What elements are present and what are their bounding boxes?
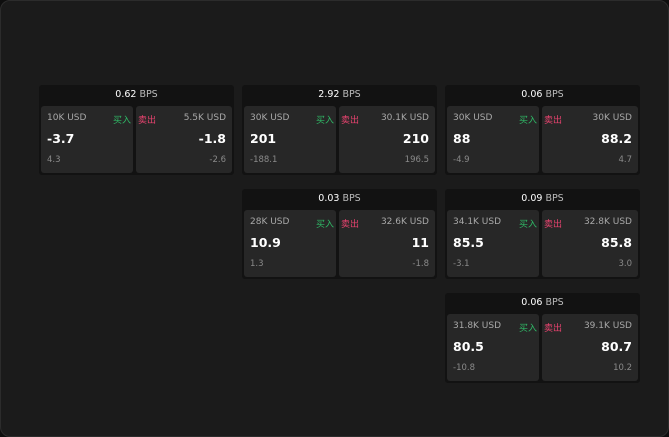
sell-change: -2.6 — [209, 155, 226, 165]
buy-change: 1.3 — [250, 259, 264, 269]
buy-size: 10K USD — [47, 113, 87, 123]
sell-label: 卖出 — [544, 116, 563, 126]
rate-card: 0.06 BPS 31.8K USD 买入 80.5 -10.8 卖出 39.1K… — [445, 293, 640, 383]
spread-value: 0.09 — [521, 193, 543, 204]
spread-header: 0.03 BPS — [242, 189, 437, 209]
buy-change: 4.3 — [47, 155, 61, 165]
spread-value: 0.06 — [521, 89, 543, 100]
buy-button[interactable]: 10K USD 买入 -3.7 4.3 — [41, 106, 133, 173]
sell-price: 88.2 — [601, 131, 632, 146]
buy-price: 85.5 — [453, 235, 484, 250]
spread-unit: BPS — [342, 89, 361, 100]
buy-label: 买入 — [315, 220, 334, 230]
sell-button[interactable]: 卖出 39.1K USD 80.7 10.2 — [542, 314, 638, 381]
sell-change: 196.5 — [404, 155, 429, 165]
buy-change: -188.1 — [250, 155, 278, 165]
spread-value: 0.06 — [521, 297, 543, 308]
sell-price: 85.8 — [601, 235, 632, 250]
spread-header: 0.09 BPS — [445, 189, 640, 209]
buy-change: -3.1 — [453, 259, 470, 269]
rate-card: 2.92 BPS 30K USD 买入 201 -188.1 卖出 30.1K U… — [242, 85, 437, 175]
spread-unit: BPS — [545, 193, 564, 204]
rate-card: 0.62 BPS 10K USD 买入 -3.7 4.3 卖出 5.5K USD … — [39, 85, 234, 175]
sell-price: 11 — [411, 235, 429, 250]
buy-button[interactable]: 28K USD 买入 10.9 1.3 — [244, 210, 336, 277]
rate-card: 0.06 BPS 30K USD 买入 88 -4.9 卖出 30K USD 88… — [445, 85, 640, 175]
sell-size: 39.1K USD — [583, 321, 632, 331]
buy-label: 买入 — [112, 116, 131, 126]
sell-size: 5.5K USD — [183, 113, 226, 123]
spread-header: 2.92 BPS — [242, 85, 437, 105]
buy-price: 80.5 — [453, 339, 484, 354]
sell-button[interactable]: 卖出 32.6K USD 11 -1.8 — [339, 210, 435, 277]
buy-label: 买入 — [518, 220, 537, 230]
buy-size: 30K USD — [250, 113, 290, 123]
sell-price: 80.7 — [601, 339, 632, 354]
buy-button[interactable]: 31.8K USD 买入 80.5 -10.8 — [447, 314, 539, 381]
sell-size: 32.8K USD — [583, 217, 632, 227]
buy-size: 30K USD — [453, 113, 493, 123]
buy-change: -4.9 — [453, 155, 470, 165]
spread-header: 0.06 BPS — [445, 85, 640, 105]
sell-price: -1.8 — [198, 131, 226, 146]
buy-label: 买入 — [518, 116, 537, 126]
sell-label: 卖出 — [341, 116, 360, 126]
buy-label: 买入 — [315, 116, 334, 126]
spread-unit: BPS — [342, 193, 361, 204]
buy-price: -3.7 — [47, 131, 75, 146]
rate-card: 0.03 BPS 28K USD 买入 10.9 1.3 卖出 32.6K USD… — [242, 189, 437, 279]
buy-price: 201 — [250, 131, 277, 146]
sell-label: 卖出 — [544, 220, 563, 230]
sell-label: 卖出 — [341, 220, 360, 230]
spread-value: 0.62 — [115, 89, 137, 100]
sell-button[interactable]: 卖出 30K USD 88.2 4.7 — [542, 106, 638, 173]
sell-size: 30K USD — [592, 113, 632, 123]
sell-size: 30.1K USD — [380, 113, 429, 123]
sell-change: 3.0 — [618, 259, 632, 269]
sell-change: -1.8 — [412, 259, 429, 269]
buy-button[interactable]: 30K USD 买入 201 -188.1 — [244, 106, 336, 173]
buy-button[interactable]: 30K USD 买入 88 -4.9 — [447, 106, 539, 173]
buy-size: 28K USD — [250, 217, 290, 227]
sell-size: 32.6K USD — [380, 217, 429, 227]
sell-button[interactable]: 卖出 32.8K USD 85.8 3.0 — [542, 210, 638, 277]
buy-button[interactable]: 34.1K USD 买入 85.5 -3.1 — [447, 210, 539, 277]
spread-value: 0.03 — [318, 193, 340, 204]
spread-unit: BPS — [545, 297, 564, 308]
spread-header: 0.62 BPS — [39, 85, 234, 105]
sell-change: 10.2 — [613, 363, 632, 373]
sell-label: 卖出 — [138, 116, 157, 126]
buy-size: 34.1K USD — [453, 217, 502, 227]
spread-header: 0.06 BPS — [445, 293, 640, 313]
sell-label: 卖出 — [544, 324, 563, 334]
rate-card: 0.09 BPS 34.1K USD 买入 85.5 -3.1 卖出 32.8K … — [445, 189, 640, 279]
buy-price: 88 — [453, 131, 471, 146]
spread-unit: BPS — [545, 89, 564, 100]
buy-label: 买入 — [518, 324, 537, 334]
sell-button[interactable]: 卖出 5.5K USD -1.8 -2.6 — [136, 106, 232, 173]
spread-value: 2.92 — [318, 89, 340, 100]
buy-price: 10.9 — [250, 235, 281, 250]
buy-size: 31.8K USD — [453, 321, 502, 331]
sell-button[interactable]: 卖出 30.1K USD 210 196.5 — [339, 106, 435, 173]
spread-unit: BPS — [139, 89, 158, 100]
buy-change: -10.8 — [453, 363, 475, 373]
sell-change: 4.7 — [618, 155, 632, 165]
sell-price: 210 — [402, 131, 429, 146]
